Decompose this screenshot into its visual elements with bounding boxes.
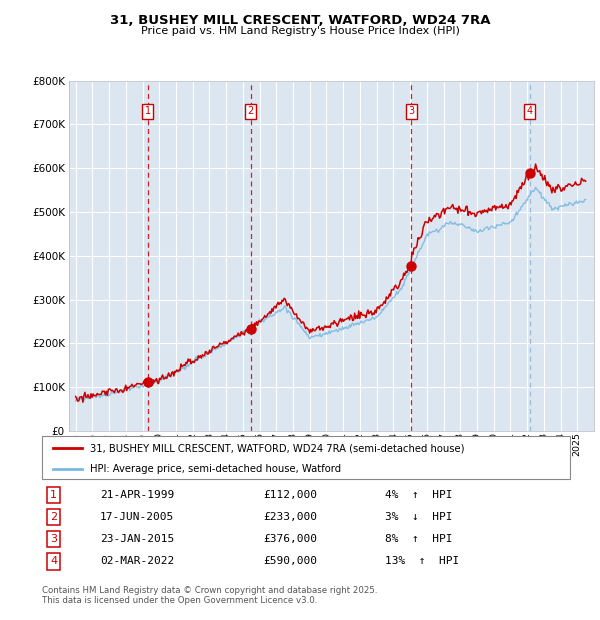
Text: Price paid vs. HM Land Registry's House Price Index (HPI): Price paid vs. HM Land Registry's House … bbox=[140, 26, 460, 36]
Text: 17-JUN-2005: 17-JUN-2005 bbox=[100, 512, 175, 522]
Text: 23-JAN-2015: 23-JAN-2015 bbox=[100, 534, 175, 544]
Text: 31, BUSHEY MILL CRESCENT, WATFORD, WD24 7RA: 31, BUSHEY MILL CRESCENT, WATFORD, WD24 … bbox=[110, 14, 490, 27]
FancyBboxPatch shape bbox=[42, 436, 570, 479]
Text: 21-APR-1999: 21-APR-1999 bbox=[100, 490, 175, 500]
Text: £233,000: £233,000 bbox=[264, 512, 318, 522]
Text: 13%  ↑  HPI: 13% ↑ HPI bbox=[385, 556, 460, 567]
Text: £590,000: £590,000 bbox=[264, 556, 318, 567]
Text: £112,000: £112,000 bbox=[264, 490, 318, 500]
Text: 4: 4 bbox=[50, 556, 57, 567]
Text: 3: 3 bbox=[408, 106, 414, 117]
Text: 3%  ↓  HPI: 3% ↓ HPI bbox=[385, 512, 453, 522]
Text: 3: 3 bbox=[50, 534, 57, 544]
Text: 4%  ↑  HPI: 4% ↑ HPI bbox=[385, 490, 453, 500]
Text: 02-MAR-2022: 02-MAR-2022 bbox=[100, 556, 175, 567]
Text: 2: 2 bbox=[50, 512, 57, 522]
Text: 8%  ↑  HPI: 8% ↑ HPI bbox=[385, 534, 453, 544]
Text: 1: 1 bbox=[145, 106, 151, 117]
Text: £376,000: £376,000 bbox=[264, 534, 318, 544]
Text: 31, BUSHEY MILL CRESCENT, WATFORD, WD24 7RA (semi-detached house): 31, BUSHEY MILL CRESCENT, WATFORD, WD24 … bbox=[89, 443, 464, 453]
Text: 1: 1 bbox=[50, 490, 57, 500]
Text: HPI: Average price, semi-detached house, Watford: HPI: Average price, semi-detached house,… bbox=[89, 464, 341, 474]
Text: 4: 4 bbox=[527, 106, 533, 117]
Text: Contains HM Land Registry data © Crown copyright and database right 2025.
This d: Contains HM Land Registry data © Crown c… bbox=[42, 586, 377, 605]
Text: 2: 2 bbox=[247, 106, 254, 117]
